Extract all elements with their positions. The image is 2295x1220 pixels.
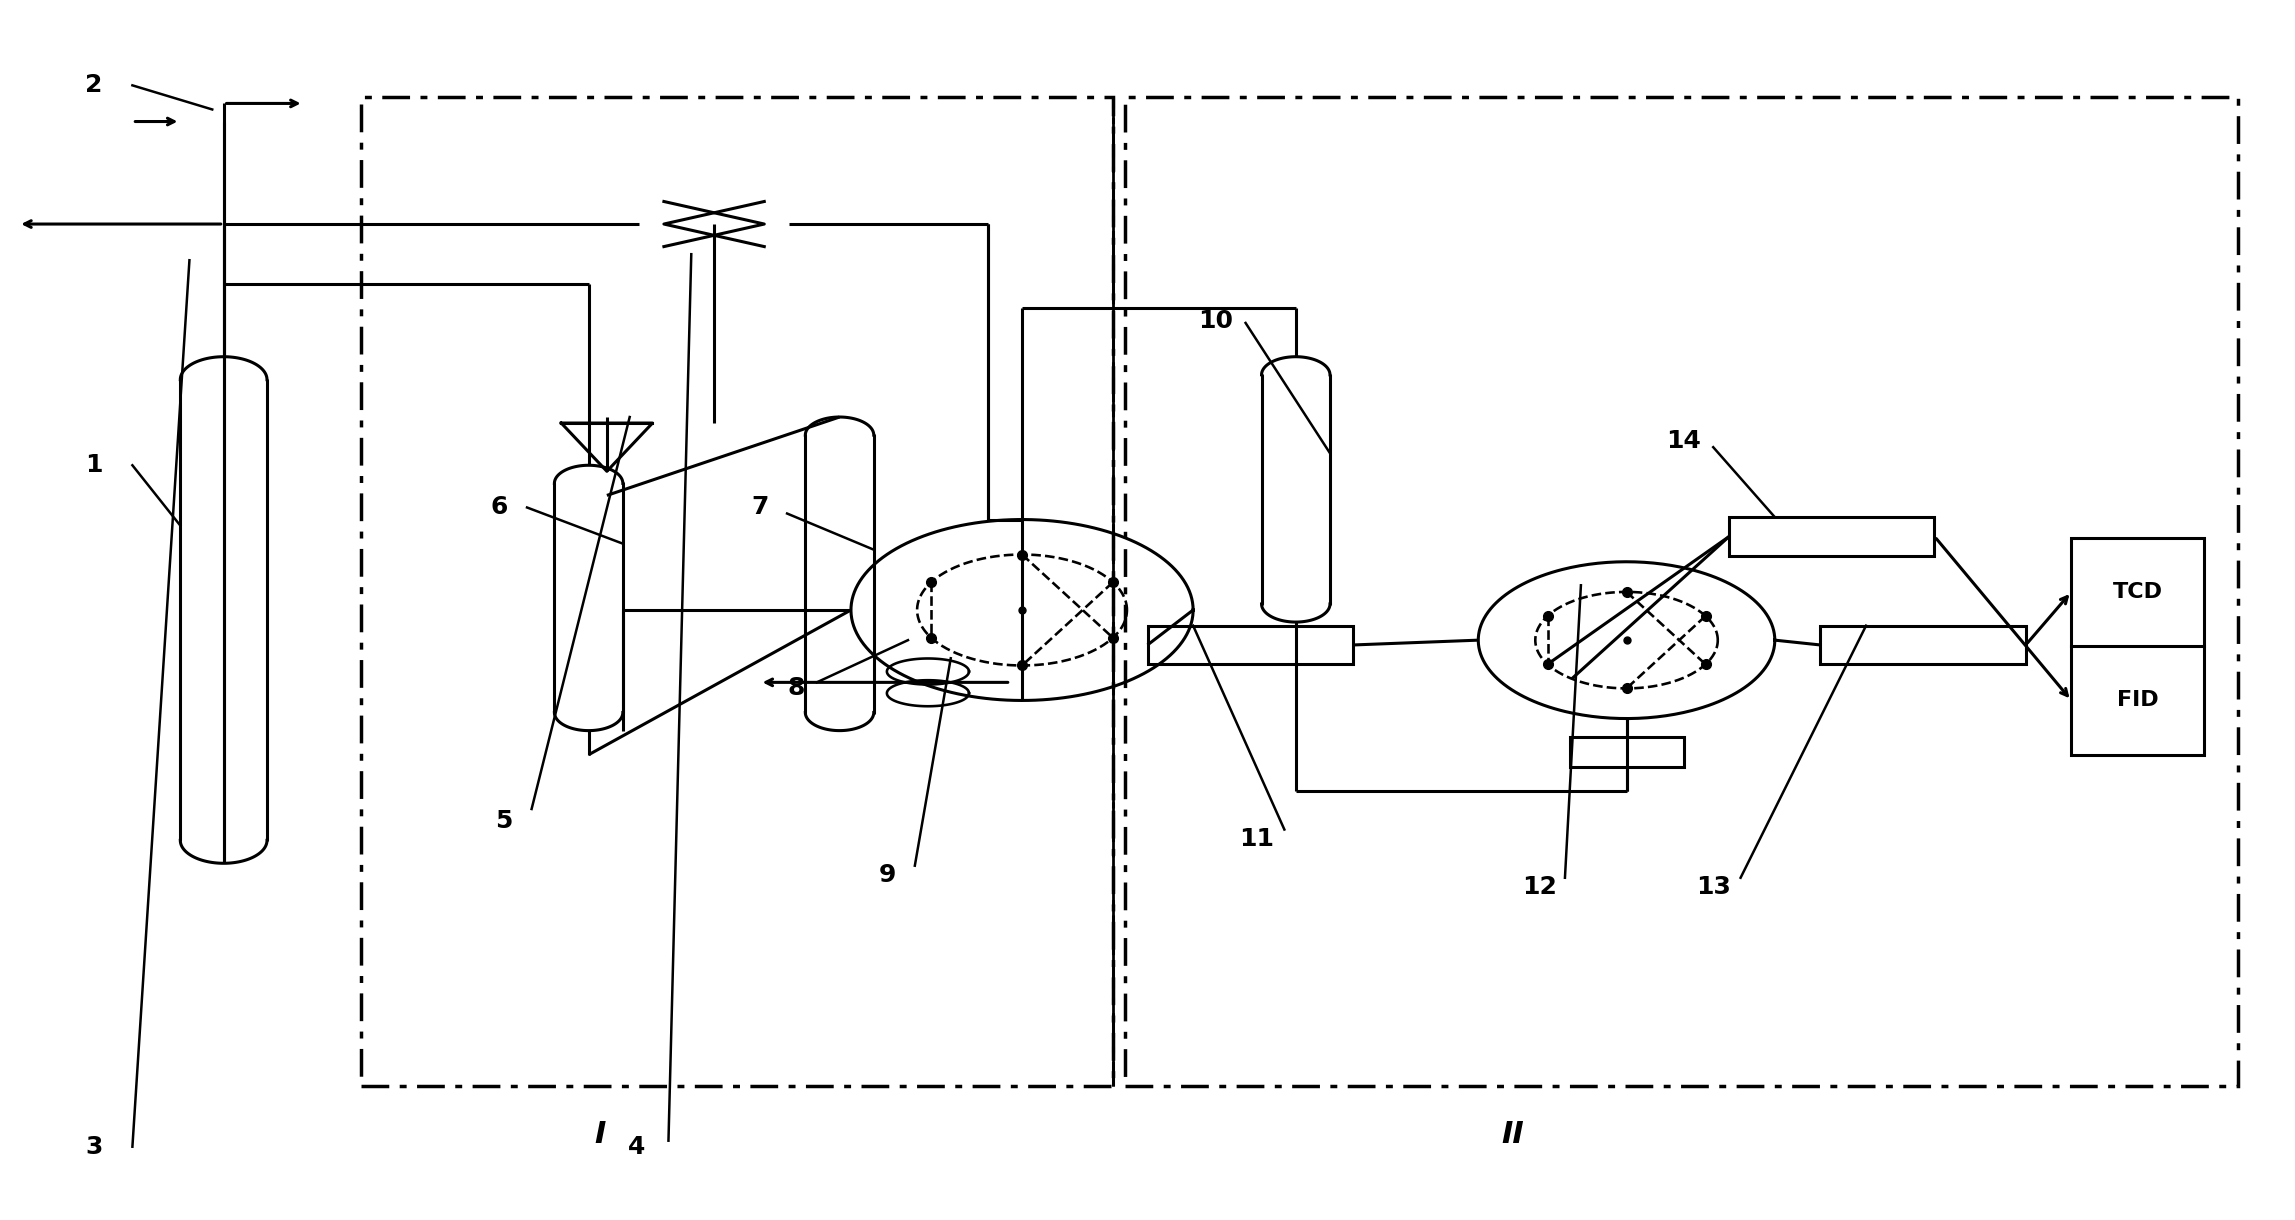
Text: 7: 7 [750, 495, 769, 520]
Bar [2072, 538, 2203, 755]
Text: 4: 4 [629, 1135, 645, 1159]
Bar [1148, 626, 1352, 664]
Text: 10: 10 [1198, 309, 1232, 333]
Text: 1: 1 [85, 454, 103, 477]
Text: 12: 12 [1522, 876, 1558, 899]
Text: FID: FID [2116, 691, 2157, 710]
Text: 13: 13 [1696, 876, 1730, 899]
Text: II: II [1501, 1120, 1524, 1149]
Text: I: I [594, 1120, 606, 1149]
Text: 6: 6 [491, 495, 509, 520]
Bar [1570, 737, 1685, 767]
Text: 8: 8 [787, 676, 806, 700]
Text: 5: 5 [496, 809, 512, 833]
Text: TCD: TCD [2111, 582, 2162, 601]
Text: 14: 14 [1666, 429, 1701, 453]
Bar [1728, 517, 1935, 556]
Bar [1820, 626, 2026, 664]
Text: 11: 11 [1239, 827, 1274, 852]
Text: 9: 9 [879, 864, 895, 887]
Text: 2: 2 [85, 73, 103, 98]
Text: 3: 3 [85, 1135, 103, 1159]
